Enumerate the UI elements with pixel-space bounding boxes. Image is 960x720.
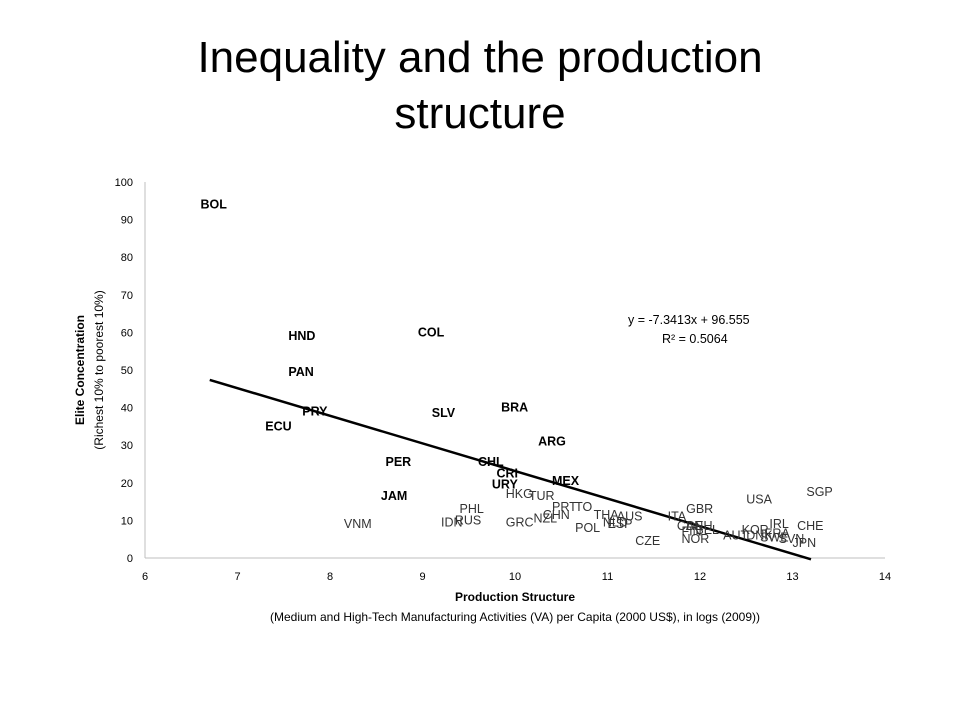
y-tick-label: 40 [121,403,133,415]
y-tick-label: 60 [121,327,133,339]
point-label-fra: FRA [765,527,791,541]
point-label-bel: BEL [695,523,719,537]
y-tick-labels: 0 10 20 30 40 50 60 70 80 90 100 [115,177,133,565]
point-label-nzl: NZL [534,512,558,526]
x-tick-label: 9 [419,571,425,583]
point-label-ita: ITA [668,510,687,524]
y-tick-label: 70 [121,290,133,302]
trendline-r2: R² = 0.5064 [662,332,728,346]
point-label-nor: NOR [682,532,710,546]
point-label-kor: KOR [742,523,769,537]
x-tick-label: 14 [879,571,891,583]
point-label-hnd: HND [288,329,315,343]
point-label-hkg: HKG [506,487,533,501]
point-label-svn: SVN [779,532,805,546]
point-label-usa: USA [746,493,772,507]
point-label-swe: SWE [760,530,788,544]
point-label-sgp: SGP [806,485,832,499]
point-label-esp: ESP [608,517,633,531]
point-label-tur: TUR [529,489,555,503]
point-label-phl: PHL [460,502,484,516]
point-label-cri: CRI [497,466,519,480]
y-tick-label: 80 [121,252,133,264]
y-tick-label: 50 [121,365,133,377]
point-label-chn: CHN [543,508,570,522]
y-tick-label: 90 [121,215,133,227]
y-tick-label: 100 [115,177,133,189]
point-label-aut: AUT [723,528,748,542]
point-label-arg: ARG [538,434,566,448]
point-label-gbr: GBR [686,502,713,516]
point-label-aus: AUS [617,510,643,524]
point-label-ecu: ECU [265,419,291,433]
x-tick-label: 7 [234,571,240,583]
point-label-rus: RUS [455,513,481,527]
point-label-grc: GRC [506,515,534,529]
point-label-tha: THA [594,508,620,522]
point-label-can: CAN [677,519,703,533]
y-tick-label: 20 [121,478,133,490]
point-label-to: TO [575,500,592,514]
point-label-nld: NLD [603,515,628,529]
point-label-cze: CZE [635,534,660,548]
point-label-dnk: DNK [746,528,773,542]
x-tick-label: 6 [142,571,148,583]
x-tick-label: 12 [694,571,706,583]
point-label-idn: IDN [441,515,463,529]
point-label-jpn: JPN [793,536,817,550]
point-label-chl: CHL [478,455,504,469]
point-label-pry: PRY [302,404,328,418]
point-label-vnm: VNM [344,517,372,531]
point-label-slv: SLV [432,406,456,420]
point-label-mex: MEX [552,474,580,488]
point-label-che: CHE [797,519,823,533]
x-axis-title: Production Structure [455,590,575,604]
point-label-pan: PAN [288,365,313,379]
point-label-deu: DEU [686,519,712,533]
x-tick-labels: 6 7 8 9 10 11 12 13 14 [142,571,891,583]
x-tick-label: 11 [602,571,613,583]
y-tick-label: 0 [127,553,133,565]
x-tick-label: 8 [327,571,333,583]
y-tick-label: 30 [121,440,133,452]
trendline [209,378,812,561]
point-label-jam: JAM [381,489,407,503]
y-axis-subtitle: (Richest 10% to poorest 10%) [92,290,106,449]
trendline-equation: y = -7.3413x + 96.555 [628,313,750,327]
y-axis-title: Elite Concentration [73,315,87,425]
point-label-prt: PRT [552,500,577,514]
slide-title: Inequality and the production structure [0,30,960,142]
y-tick-label: 10 [121,515,133,527]
slide-title-line1: Inequality and the production [197,33,763,82]
x-axis-subtitle: (Medium and High-Tech Manufacturing Acti… [270,610,760,624]
point-label-bra: BRA [501,401,528,415]
x-tick-label: 13 [786,571,798,583]
point-label-col: COL [418,325,445,339]
slide-title-line2: structure [394,89,566,138]
point-label-pol: POL [575,521,600,535]
point-label-ury: URY [492,478,519,492]
x-tick-label: 10 [509,571,521,583]
point-label-fin: FIN [682,525,702,539]
point-label-irl: IRL [769,517,789,531]
point-label-bol: BOL [201,198,228,212]
point-label-per: PER [386,455,412,469]
